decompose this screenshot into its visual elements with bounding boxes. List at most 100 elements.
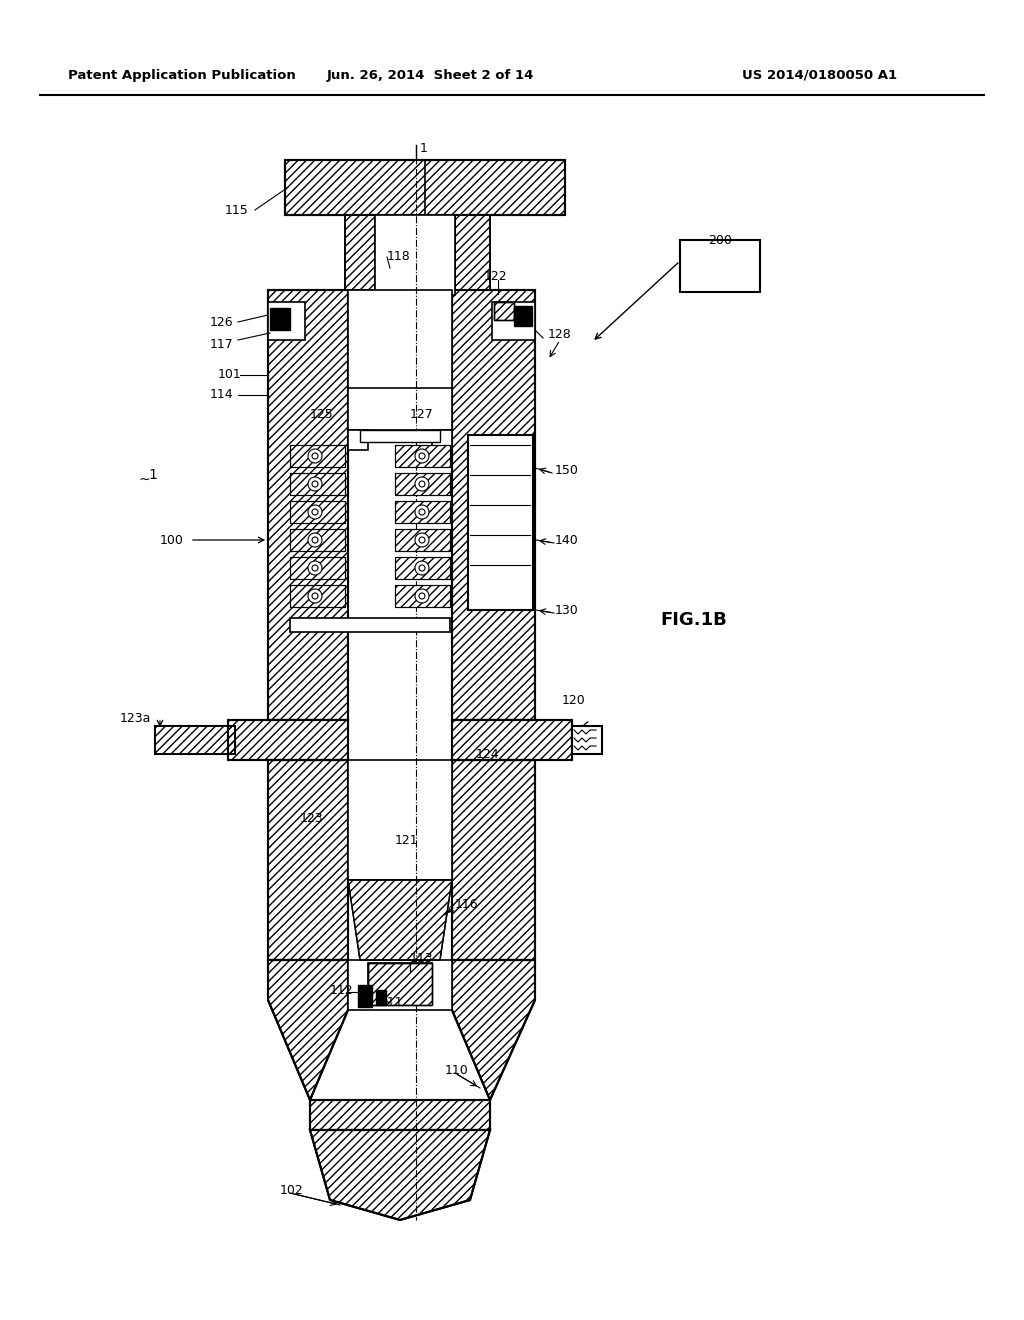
- Text: 100: 100: [160, 533, 184, 546]
- Text: 111: 111: [380, 997, 403, 1010]
- Bar: [455, 215, 490, 290]
- Bar: [348, 290, 452, 430]
- Circle shape: [419, 480, 425, 487]
- Bar: [358, 985, 372, 1007]
- Bar: [290, 585, 345, 607]
- Text: 114: 114: [210, 388, 233, 401]
- Circle shape: [308, 533, 322, 546]
- Bar: [268, 290, 348, 719]
- Bar: [268, 760, 348, 960]
- Bar: [452, 719, 572, 760]
- Text: 124: 124: [476, 748, 500, 762]
- Text: 117: 117: [210, 338, 233, 351]
- Bar: [360, 430, 440, 442]
- Bar: [395, 445, 450, 467]
- Text: 115: 115: [225, 203, 249, 216]
- Bar: [290, 529, 345, 550]
- Bar: [395, 502, 450, 523]
- Bar: [395, 585, 450, 607]
- Text: 120: 120: [562, 693, 586, 706]
- Bar: [155, 726, 234, 754]
- Bar: [452, 290, 535, 719]
- Text: 123a: 123a: [120, 711, 152, 725]
- Bar: [290, 529, 345, 550]
- Circle shape: [419, 510, 425, 515]
- Circle shape: [415, 449, 429, 463]
- Text: 116: 116: [455, 899, 478, 912]
- Bar: [348, 430, 368, 450]
- Bar: [290, 557, 345, 579]
- Circle shape: [308, 449, 322, 463]
- Circle shape: [419, 453, 425, 459]
- Circle shape: [312, 537, 318, 543]
- Bar: [375, 215, 455, 294]
- Bar: [270, 308, 290, 330]
- Text: 1: 1: [420, 141, 428, 154]
- Text: 128: 128: [548, 329, 571, 342]
- Bar: [290, 557, 345, 579]
- Circle shape: [312, 565, 318, 572]
- Bar: [368, 964, 432, 1005]
- Bar: [310, 1100, 490, 1130]
- Circle shape: [308, 477, 322, 491]
- Text: 122: 122: [484, 269, 508, 282]
- Circle shape: [308, 506, 322, 519]
- Text: Jun. 26, 2014  Sheet 2 of 14: Jun. 26, 2014 Sheet 2 of 14: [327, 69, 534, 82]
- Bar: [228, 719, 348, 760]
- Bar: [452, 760, 535, 960]
- Circle shape: [312, 510, 318, 515]
- Bar: [368, 964, 432, 1005]
- Circle shape: [312, 480, 318, 487]
- Bar: [395, 585, 450, 607]
- Text: 110: 110: [445, 1064, 469, 1077]
- Bar: [376, 990, 386, 1005]
- Polygon shape: [268, 960, 348, 1100]
- Text: 101: 101: [218, 368, 242, 381]
- Bar: [290, 473, 345, 495]
- Bar: [514, 306, 532, 326]
- Bar: [572, 726, 602, 754]
- Text: 1: 1: [148, 469, 157, 482]
- Text: 125: 125: [310, 408, 334, 421]
- Text: 123: 123: [300, 812, 324, 825]
- Bar: [395, 502, 450, 523]
- Circle shape: [419, 593, 425, 599]
- Bar: [452, 290, 535, 719]
- Bar: [268, 302, 305, 341]
- Circle shape: [312, 593, 318, 599]
- Bar: [452, 719, 572, 760]
- Bar: [395, 445, 450, 467]
- Text: 130: 130: [555, 603, 579, 616]
- Bar: [290, 445, 345, 467]
- Bar: [290, 585, 345, 607]
- Bar: [268, 760, 348, 960]
- Bar: [680, 240, 760, 292]
- Text: 102: 102: [280, 1184, 304, 1196]
- Polygon shape: [310, 1130, 490, 1220]
- Bar: [432, 430, 452, 450]
- Bar: [395, 557, 450, 579]
- Text: 150: 150: [555, 463, 579, 477]
- Text: 200: 200: [708, 234, 732, 247]
- Bar: [452, 760, 535, 960]
- Text: 118: 118: [387, 251, 411, 264]
- Text: 112: 112: [330, 983, 353, 997]
- Circle shape: [419, 565, 425, 572]
- Text: 121: 121: [395, 833, 419, 846]
- Bar: [455, 215, 490, 290]
- Bar: [348, 388, 452, 430]
- Bar: [368, 964, 432, 1005]
- Bar: [395, 473, 450, 495]
- Bar: [155, 726, 234, 754]
- Circle shape: [415, 477, 429, 491]
- Bar: [290, 445, 345, 467]
- Bar: [290, 473, 345, 495]
- Bar: [290, 618, 450, 632]
- Bar: [155, 726, 234, 754]
- Circle shape: [415, 506, 429, 519]
- Bar: [285, 160, 565, 215]
- Bar: [345, 215, 375, 290]
- Bar: [310, 1100, 490, 1130]
- Bar: [468, 436, 534, 610]
- Bar: [290, 502, 345, 523]
